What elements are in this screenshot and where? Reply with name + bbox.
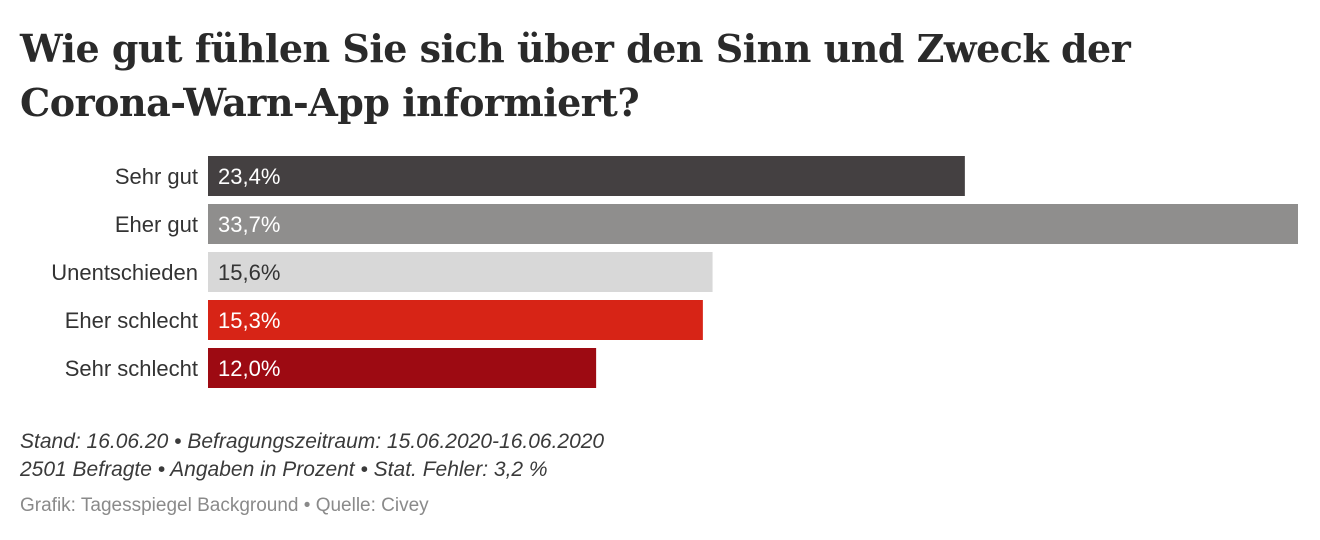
source-credit: Grafik: Tagesspiegel Background • Quelle…	[20, 495, 429, 516]
category-label-0: Sehr gut	[115, 164, 198, 189]
value-label-3: 15,3%	[218, 308, 280, 333]
footnote-line-2: 2501 Befragte • Angaben in Prozent • Sta…	[20, 458, 548, 481]
value-label-0: 23,4%	[218, 164, 280, 189]
value-label-2: 15,6%	[218, 260, 280, 285]
footnote: Stand: 16.06.20 • Befragungszeitraum: 15…	[20, 428, 604, 484]
value-label-4: 12,0%	[218, 356, 280, 381]
category-label-2: Unentschieden	[51, 260, 198, 285]
bar-3	[208, 300, 703, 340]
value-label-1: 33,7%	[218, 212, 280, 237]
bar-1	[208, 204, 1298, 244]
bar-2	[208, 252, 713, 292]
bar-0	[208, 156, 965, 196]
footnote-line-1: Stand: 16.06.20 • Befragungszeitraum: 15…	[20, 430, 605, 453]
bar-4	[208, 348, 597, 388]
chart-title: Wie gut fühlen Sie sich über den Sinn un…	[20, 26, 1131, 125]
category-label-3: Eher schlecht	[65, 308, 198, 333]
category-label-4: Sehr schlecht	[65, 356, 198, 381]
bar-chart: Sehr gut 23,4% Eher gut 33,7% Unentschieden 1…	[51, 156, 1298, 388]
category-label-1: Eher gut	[115, 212, 198, 237]
